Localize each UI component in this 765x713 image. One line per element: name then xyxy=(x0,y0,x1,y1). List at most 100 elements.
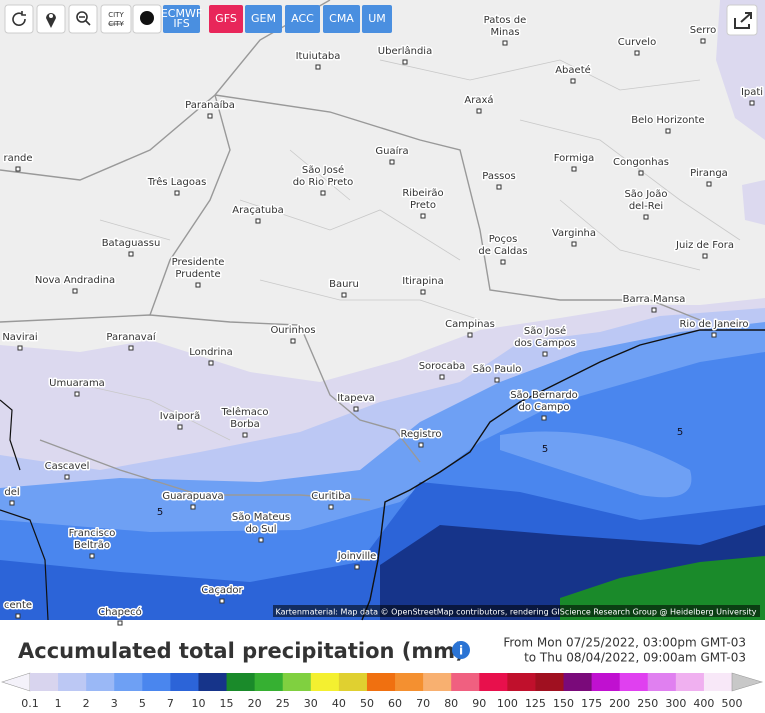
city-label: Paranaíba xyxy=(185,99,235,111)
city-label: Prudente xyxy=(175,269,220,280)
dot-icon xyxy=(140,11,154,25)
city-label: Ipati xyxy=(741,87,763,98)
legend-swatch xyxy=(675,673,705,691)
city-marker xyxy=(290,338,296,344)
city-marker xyxy=(341,292,347,298)
city-label: cente xyxy=(4,600,32,611)
legend-title: Accumulated total precipitation (mm) xyxy=(18,639,465,663)
legend-swatch xyxy=(591,673,621,691)
city-marker xyxy=(315,64,321,70)
legend-swatch xyxy=(535,673,565,691)
city-label: São Bernardo xyxy=(510,390,578,401)
city-marker xyxy=(389,159,395,165)
city-button[interactable] xyxy=(100,4,132,34)
city-marker xyxy=(219,598,225,604)
legend-swatch xyxy=(310,673,340,691)
city-label: Ribeirão xyxy=(402,188,443,199)
city-icon: CITY xyxy=(108,11,124,19)
city-marker xyxy=(72,288,78,294)
city-marker xyxy=(320,190,326,196)
attribution: Kartenmaterial: Map data © OpenStreetMap… xyxy=(275,608,756,617)
precip-area xyxy=(716,0,765,225)
city-label: Rio de Janeiro xyxy=(679,319,748,330)
city-label: dos Campos xyxy=(514,338,575,349)
zoom-button[interactable] xyxy=(68,4,98,34)
city-label: de Caldas xyxy=(478,246,527,257)
legend-label: 10 xyxy=(191,697,205,710)
city-marker xyxy=(128,251,134,257)
model-button[interactable] xyxy=(163,5,200,33)
city-label: Caçador xyxy=(201,585,243,596)
legend-swatch xyxy=(282,673,312,691)
city-label: Bataguassu xyxy=(102,238,161,249)
legend-label: 125 xyxy=(525,697,546,710)
model-button[interactable] xyxy=(245,5,282,33)
city-label: Campinas xyxy=(445,319,495,330)
border xyxy=(214,94,701,321)
attribution-bg xyxy=(273,605,760,617)
legend-swatch xyxy=(58,673,87,691)
city-marker xyxy=(749,100,755,106)
city-marker xyxy=(128,345,134,351)
city-marker xyxy=(15,613,21,619)
legend-swatch xyxy=(114,673,143,691)
city-marker xyxy=(418,442,424,448)
legend-swatch xyxy=(170,673,199,691)
legend-label: 5 xyxy=(139,697,146,710)
legend-label: 0.1 xyxy=(21,697,39,710)
city-marker xyxy=(542,351,548,357)
city-marker xyxy=(328,504,334,510)
legend-swatch xyxy=(563,673,593,691)
legend-label: 100 xyxy=(497,697,518,710)
legend-label: 20 xyxy=(248,697,262,710)
zoom-icon xyxy=(76,11,88,23)
legend-label: 250 xyxy=(637,697,658,710)
info-button[interactable] xyxy=(452,641,470,659)
legend-label: 30 xyxy=(304,697,318,710)
city-marker xyxy=(711,332,717,338)
model-button[interactable] xyxy=(285,5,320,33)
contour-label: 5 xyxy=(542,444,548,455)
legend-swatch xyxy=(451,673,480,691)
city-label: Itapeva xyxy=(337,393,375,404)
legend-swatch xyxy=(30,673,59,691)
legend-swatch xyxy=(142,673,171,691)
legend-label: 40 xyxy=(332,697,346,710)
border xyxy=(149,94,231,316)
legend-swatch xyxy=(395,673,424,691)
city-label: Preto xyxy=(410,200,436,211)
city-label: Araxá xyxy=(464,94,493,106)
city-label: Juiz de Fora xyxy=(675,240,734,251)
legend-label: 25 xyxy=(276,697,290,710)
city-marker xyxy=(195,282,201,288)
legend-arrow-high xyxy=(731,672,764,692)
border xyxy=(0,0,331,181)
city-label: São José xyxy=(524,325,566,337)
city-label: do Rio Preto xyxy=(293,177,354,188)
state-borders xyxy=(0,0,701,501)
legend-label: 150 xyxy=(553,697,574,710)
model-button[interactable] xyxy=(209,5,243,33)
city-marker xyxy=(570,78,576,84)
city-label: do Campo xyxy=(519,402,570,413)
city-label: Araçatuba xyxy=(232,205,283,216)
city-label: Guarapuava xyxy=(162,491,223,502)
city-label: del xyxy=(4,487,19,498)
city-label: Chapecó xyxy=(98,606,142,618)
city-label: Varginha xyxy=(552,228,596,239)
city-marker xyxy=(15,166,21,172)
city-label: Belo Horizonte xyxy=(631,115,704,126)
model-button[interactable] xyxy=(362,5,392,33)
reload-button[interactable] xyxy=(4,4,34,34)
contour-label: 5 xyxy=(677,427,683,438)
legend-label: 300 xyxy=(665,697,686,710)
reload-icon xyxy=(12,11,26,26)
city-marker xyxy=(354,564,360,570)
border xyxy=(0,314,421,463)
city-label: Beltrão xyxy=(74,540,110,551)
municipal-borders xyxy=(59,59,741,441)
model-button[interactable] xyxy=(323,5,360,33)
city-label: Bauru xyxy=(329,279,359,290)
contour-labels: 5 5 5 xyxy=(157,427,683,518)
